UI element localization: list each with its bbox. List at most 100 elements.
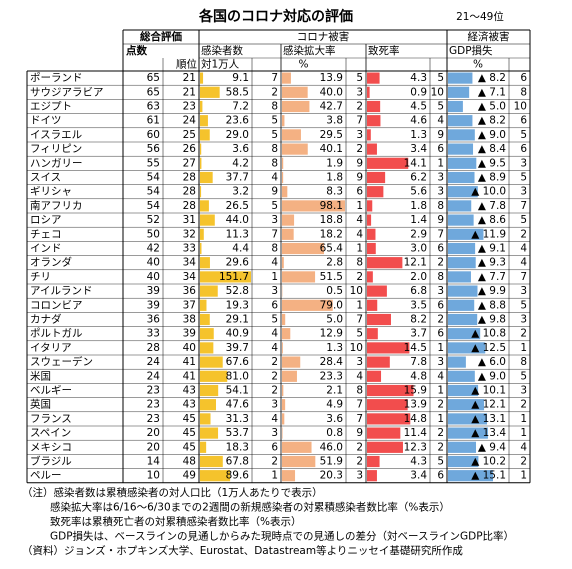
cell-value: 54 — [147, 200, 161, 212]
cell-value: 39.7 — [226, 342, 249, 354]
cell-value: 1.8 — [410, 200, 427, 212]
subheader: GDP損失 — [449, 44, 493, 57]
cell-value: ▲ 12.5 — [471, 342, 506, 354]
cell-value: 6 — [437, 470, 444, 482]
data-bar — [448, 214, 474, 226]
cell-value: 41 — [183, 356, 196, 368]
cell-value: 0.5 — [326, 285, 343, 297]
country-name: オランダ — [30, 256, 72, 269]
data-bar — [200, 242, 202, 255]
cell-value: 8 — [356, 385, 363, 397]
cell-value: 3.4 — [410, 470, 427, 482]
cell-value: 2.8 — [326, 257, 343, 269]
range-label: 21～49位 — [456, 10, 504, 23]
cell-value: 8.2 — [410, 314, 427, 326]
cell-value: 67.8 — [226, 456, 249, 468]
cell-value: 6 — [520, 115, 527, 127]
data-bar — [367, 384, 414, 397]
cell-value: 5 — [437, 101, 444, 113]
data-bar — [448, 171, 475, 184]
cell-value: 6 — [520, 72, 527, 84]
cell-value: 3 — [271, 214, 278, 226]
cell-value: 48 — [183, 456, 196, 468]
cell-value: 41 — [183, 370, 196, 382]
data-bar — [367, 370, 382, 382]
country-name: サウジアラビア — [30, 86, 104, 98]
data-bar — [282, 157, 284, 169]
country-name: 南アフリカ — [30, 199, 83, 212]
data-bar — [282, 299, 333, 311]
cell-value: 3 — [520, 186, 527, 198]
cell-value: 3.5 — [410, 299, 427, 311]
data-bar — [282, 200, 345, 212]
data-bar — [448, 342, 486, 354]
cell-value: 27 — [183, 157, 196, 169]
cell-value: ▲ 8.4 — [478, 143, 506, 155]
cell-value: 2 — [271, 456, 278, 468]
cell-value: 11.4 — [404, 427, 428, 439]
cell-value: 10 — [350, 285, 363, 297]
cell-value: 4 — [271, 413, 278, 425]
data-bar — [282, 455, 316, 468]
cell-value: 3 — [356, 86, 363, 98]
cell-value: 37 — [183, 299, 196, 311]
data-bar — [367, 313, 391, 326]
cell-value: 81.0 — [226, 370, 249, 382]
cell-value: 0.9 — [410, 86, 427, 98]
data-bar — [282, 470, 296, 482]
cell-value: 2 — [356, 101, 363, 113]
data-bar — [200, 413, 211, 425]
data-bar — [200, 200, 209, 212]
data-bar — [282, 370, 297, 382]
cell-value: 3 — [520, 314, 527, 326]
cell-value: ▲ 9.4 — [478, 441, 506, 453]
country-name: ペルー — [30, 470, 62, 482]
cell-value: 2 — [356, 456, 363, 468]
cell-value: 46.0 — [320, 441, 343, 453]
cell-value: 7 — [356, 314, 363, 326]
data-bar — [282, 143, 308, 155]
cell-value: 5 — [271, 200, 278, 212]
data-bar — [367, 186, 384, 198]
cell-value: 13.9 — [404, 399, 427, 411]
note: 致死率は累積死亡者の対累積感染者数比率（%表示） — [50, 515, 301, 528]
cell-value: 36 — [183, 285, 197, 297]
data-bar — [200, 86, 220, 98]
cell-value: 50 — [147, 228, 160, 240]
cell-value: 39 — [147, 285, 160, 297]
cell-value: 52 — [147, 214, 160, 226]
cell-value: 1 — [356, 243, 363, 255]
cell-value: 19.3 — [226, 299, 249, 311]
cell-value: 10 — [350, 342, 363, 354]
data-bar — [282, 271, 316, 283]
cell-value: 2 — [520, 456, 527, 468]
cell-value: 5 — [520, 299, 527, 311]
country-name: ポルトガル — [30, 328, 83, 340]
cell-value: 8 — [271, 243, 278, 255]
cell-value: 40.0 — [320, 86, 343, 98]
country-name: フランス — [30, 413, 72, 425]
cell-value: 56 — [147, 143, 161, 155]
data-bar — [367, 328, 378, 340]
data-bar — [282, 313, 286, 326]
data-bar — [448, 86, 470, 98]
cell-value: 38 — [183, 314, 196, 326]
data-bar — [200, 214, 215, 226]
cell-value: 60 — [147, 129, 160, 141]
cell-value: 24 — [147, 370, 161, 382]
cell-value: 7.8 — [410, 356, 427, 368]
cell-value: 3 — [271, 427, 278, 439]
cell-value: 9 — [356, 157, 363, 169]
data-bar — [200, 285, 218, 297]
cell-value: 40.9 — [226, 328, 249, 340]
cell-value: 3.8 — [326, 115, 343, 127]
cell-value: 26.5 — [226, 200, 249, 212]
cell-value: 20 — [147, 427, 160, 439]
subheader: 点数 — [126, 44, 147, 57]
country-name: 米国 — [30, 369, 51, 382]
cell-value: 5 — [520, 172, 527, 184]
cell-value: 28.4 — [320, 356, 344, 368]
data-bar — [367, 427, 401, 439]
data-bar — [448, 427, 488, 439]
cell-value: 39 — [147, 299, 160, 311]
